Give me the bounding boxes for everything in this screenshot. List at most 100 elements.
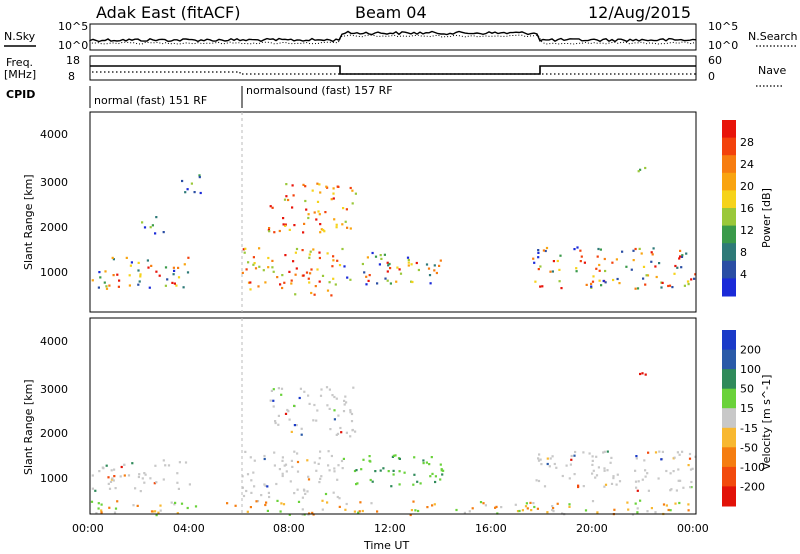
- colorbar-swatch: [722, 225, 736, 244]
- data-cell: [296, 488, 299, 491]
- data-cell: [632, 259, 635, 262]
- data-cell: [441, 473, 444, 476]
- data-cell: [321, 499, 324, 502]
- data-cell: [422, 459, 425, 462]
- data-cell: [360, 468, 363, 471]
- data-cell: [294, 293, 297, 296]
- data-cell: [97, 286, 100, 289]
- data-cell: [243, 251, 246, 254]
- data-cell: [149, 477, 152, 480]
- data-cell: [332, 277, 335, 280]
- data-cell: [540, 463, 543, 466]
- data-cell: [318, 251, 321, 254]
- data-cell: [574, 450, 577, 454]
- data-cell: [553, 462, 556, 466]
- data-cell: [144, 473, 147, 476]
- data-cell: [518, 509, 521, 513]
- data-cell: [100, 509, 103, 512]
- data-cell: [175, 284, 178, 287]
- data-cell: [311, 511, 314, 514]
- data-cell: [673, 456, 676, 459]
- data-cell: [313, 403, 316, 407]
- cpid-strip: CPID normal (fast) 151 RF normalsound (f…: [6, 84, 393, 108]
- data-cell: [263, 454, 266, 458]
- nave-series: [92, 71, 696, 75]
- data-cell: [154, 510, 157, 513]
- data-cell: [551, 270, 554, 273]
- data-cell: [317, 462, 320, 465]
- data-cell: [295, 247, 299, 251]
- data-cell: [294, 251, 297, 254]
- data-cell: [683, 284, 686, 287]
- data-cell: [644, 475, 647, 478]
- data-cell: [392, 469, 395, 472]
- data-cell: [104, 270, 107, 273]
- power-colorbar: 28 24 20 16 12 8 4: [722, 120, 754, 297]
- data-cell: [177, 487, 180, 490]
- data-cell: [660, 286, 663, 289]
- data-cell: [494, 506, 497, 509]
- colorbar-tick: 28: [740, 136, 754, 149]
- data-cell: [270, 389, 273, 392]
- data-cell: [147, 266, 150, 269]
- colorbar-swatch: [722, 349, 736, 370]
- data-cell: [158, 274, 161, 277]
- data-cell: [318, 183, 321, 186]
- data-cell: [368, 274, 371, 277]
- data-cell: [290, 282, 293, 285]
- data-cell: [301, 508, 304, 511]
- data-cell: [365, 275, 368, 278]
- data-cell: [468, 510, 471, 513]
- data-cell: [665, 504, 668, 507]
- data-cell: [312, 248, 315, 251]
- data-cell: [426, 506, 429, 509]
- data-cell: [304, 492, 307, 495]
- data-cell: [170, 501, 173, 504]
- data-cell: [338, 264, 342, 267]
- colorbar-swatch: [722, 447, 736, 468]
- data-cell: [111, 256, 114, 259]
- data-cell: [332, 259, 335, 262]
- colorbar-swatch: [722, 208, 736, 227]
- data-cell: [425, 461, 428, 464]
- data-cell: [386, 279, 389, 282]
- data-cell: [177, 276, 181, 279]
- data-cell: [148, 286, 151, 289]
- data-cell: [455, 508, 458, 512]
- data-cell: [597, 466, 600, 469]
- colorbar-tick: 4: [740, 268, 747, 281]
- data-cell: [410, 263, 413, 266]
- data-cell: [90, 500, 94, 503]
- data-cell: [290, 459, 293, 462]
- data-cell: [636, 489, 639, 492]
- data-cell: [97, 507, 100, 510]
- data-cell: [304, 185, 307, 188]
- data-cell: [349, 227, 352, 230]
- data-cell: [151, 224, 154, 227]
- colorbar-tick: -100: [740, 461, 765, 474]
- data-cell: [673, 272, 676, 275]
- data-cell: [242, 248, 245, 251]
- data-cell: [551, 505, 554, 508]
- data-cell: [591, 280, 595, 283]
- data-cell: [186, 271, 190, 274]
- data-cell: [334, 283, 337, 286]
- data-cell: [332, 255, 335, 258]
- data-cell: [646, 274, 650, 277]
- data-cell: [687, 283, 690, 286]
- colorbar-swatch: [722, 137, 736, 156]
- data-cell: [386, 261, 389, 264]
- data-cell: [315, 218, 318, 221]
- data-cell: [328, 469, 331, 472]
- data-cell: [537, 457, 540, 460]
- data-cell: [422, 462, 425, 465]
- data-cell: [641, 372, 644, 375]
- data-cell: [107, 476, 110, 479]
- data-cell: [577, 485, 580, 489]
- data-cell: [113, 511, 117, 514]
- data-cell: [439, 463, 442, 466]
- xtick-4: 16:00: [475, 522, 507, 535]
- data-cell: [105, 285, 108, 288]
- data-cell: [591, 463, 594, 466]
- data-cell: [100, 503, 103, 506]
